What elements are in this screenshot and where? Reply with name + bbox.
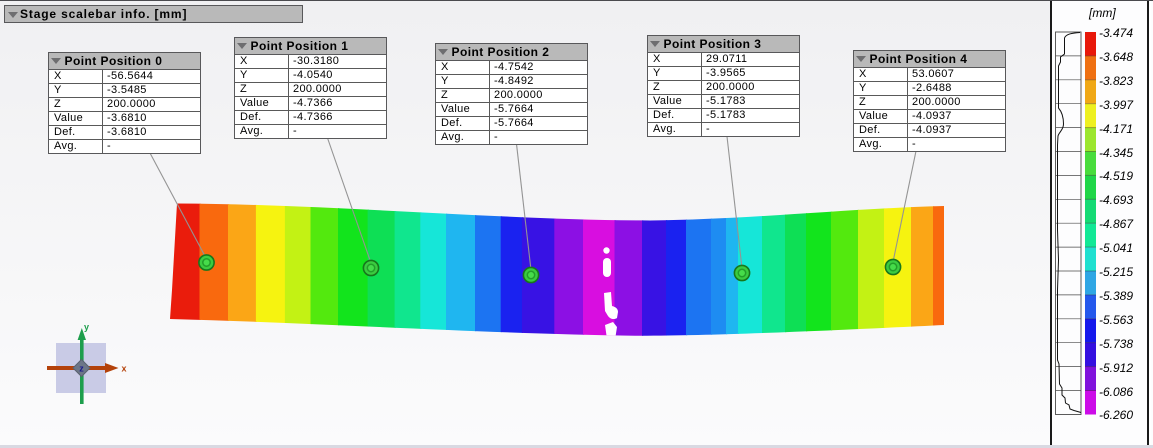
svg-text:y: y (84, 322, 89, 332)
svg-text:x: x (122, 364, 127, 374)
svg-text:z: z (79, 364, 84, 374)
